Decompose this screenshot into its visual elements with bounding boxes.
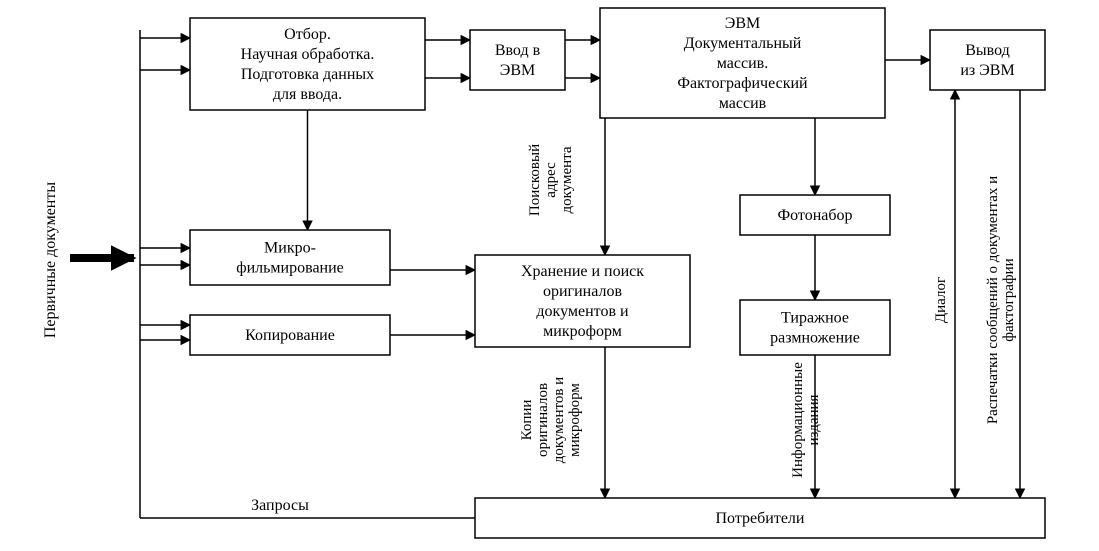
label-dialog-l0: Диалог xyxy=(933,277,949,323)
node-replication: Тиражное размножение xyxy=(740,300,890,355)
node-photoset: Фотонабор xyxy=(740,195,890,235)
node-selection-line-0: Отбор. xyxy=(284,26,331,43)
label-info-pub-l1: издания xyxy=(806,394,822,445)
label-search-addr-l2: документа xyxy=(559,146,575,213)
node-output_evm-line-1: из ЭВМ xyxy=(960,62,1014,79)
label-search-addr-l1: адрес xyxy=(543,162,559,198)
label-copies-l3: микроформ xyxy=(567,383,583,457)
node-copying-line-0: Копирование xyxy=(245,327,335,344)
label-copies-l1: оригиналов xyxy=(535,383,551,457)
label-printouts-l0: Распечатки сообщений о документах и xyxy=(985,176,1001,424)
label-info-pub-l0: Информационные xyxy=(790,362,806,478)
node-replication-line-1: размножение xyxy=(770,330,860,347)
node-microfilm-line-1: фильмирование xyxy=(236,260,344,277)
node-storage-line-0: Хранение и поиск xyxy=(521,263,644,280)
node-microfilm: Микро-фильмирование xyxy=(190,230,390,285)
node-storage-line-2: документов и xyxy=(536,303,629,320)
label-copies-l0: Копии xyxy=(519,400,535,441)
node-input_evm-line-1: ЭВМ xyxy=(500,62,535,79)
node-selection-line-3: для ввода. xyxy=(273,86,342,103)
node-output_evm-line-0: Вывод xyxy=(965,42,1010,59)
node-selection-line-2: Подготовка данных xyxy=(241,66,374,83)
node-selection-line-1: Научная обработка. xyxy=(241,46,375,63)
label-requests: Запросы xyxy=(251,497,309,514)
label-printouts-l1: фактографии xyxy=(1001,258,1017,341)
node-replication-line-0: Тиражное xyxy=(781,310,849,327)
node-storage-line-3: микроформ xyxy=(543,323,622,340)
node-evm_array-line-4: массив xyxy=(719,95,767,112)
node-input_evm-line-0: Ввод в xyxy=(495,42,541,59)
flowchart: Отбор. Научная обработка. Подготовка данны… xyxy=(0,0,1099,551)
node-evm_array-line-2: массив. xyxy=(717,55,768,72)
node-output_evm: Вывод из ЭВМ xyxy=(930,30,1045,90)
node-evm_array-line-0: ЭВМ xyxy=(725,15,760,32)
node-copying: Копирование xyxy=(190,315,390,355)
label-search-addr-l0: Поисковый xyxy=(527,144,543,216)
label-primary-docs: Первичные документы xyxy=(42,182,59,338)
node-consumers: Потребители xyxy=(475,498,1045,538)
node-evm_array-line-1: Документальный xyxy=(684,35,802,52)
node-photoset-line-0: Фотонабор xyxy=(777,207,852,224)
node-evm_array: ЭВМ Документальный массив. Фактографический… xyxy=(600,8,885,118)
node-evm_array-line-3: Фактографический xyxy=(677,75,808,92)
node-storage: Хранение и поиск оригиналов документов и ми… xyxy=(475,255,690,347)
node-selection: Отбор. Научная обработка. Подготовка данны… xyxy=(190,18,425,110)
node-input_evm: Ввод в ЭВМ xyxy=(470,30,565,90)
node-consumers-line-0: Потребители xyxy=(716,510,805,527)
node-storage-line-1: оригиналов xyxy=(543,283,622,300)
label-copies-l2: документов и xyxy=(551,377,567,463)
node-microfilm-line-0: Микро- xyxy=(264,240,316,257)
